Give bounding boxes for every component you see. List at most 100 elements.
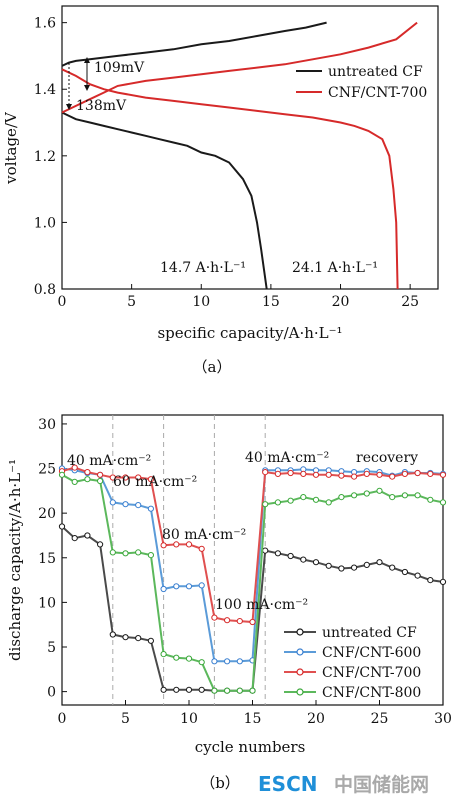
panel-a-x-axis-label: specific capacity/A·h·L⁻¹ [157,324,342,342]
annotation-capacity-cf: 14.7 A·h·L⁻¹ [160,260,246,276]
annotation-rate-100: 100 mA·cm⁻² [215,597,308,613]
y-tick-label: 0.8 [34,282,56,298]
series-cnf-cnt-600-point [211,658,218,665]
series-cnf-cnt-700-point [401,470,408,477]
series-cnf-cnt-600-point [224,658,231,665]
series-cnf-cnt-600-point [198,582,205,589]
series-cnf-cnt-700-point [439,471,447,478]
series-cnf-cnt-700-point [211,614,218,621]
panel-b-label: （b） [200,774,240,792]
series-cnf-cnt-700-point [287,469,294,477]
series-cnf-cnt-800-point [401,492,408,499]
series-cnf-cnt-600-point [122,501,129,508]
series-untreated-cf-point [262,547,269,554]
y-tick-label: 10 [38,595,56,611]
series-cnf-cnt-600-point [173,583,180,590]
series-cnf-cnt-700-point [274,470,281,477]
y-tick-label: 25 [38,462,56,478]
series-cnf-cnt-700-point [249,618,256,626]
series-cnf-cnt-700-point [84,469,91,476]
series-cnf-cnt-800-point [198,659,205,666]
series-untreated-cf-point [439,578,447,586]
series-untreated-cf-point [274,550,281,557]
legend-label-cnf-cnt-700: CNF/CNT-700 [322,665,421,681]
series-cnf-cnt-800-point [249,687,256,694]
series-cnf-cnt-700-point [71,464,78,471]
series-untreated-cf-point [376,559,383,566]
legend-label-untreated-cf: untreated CF [328,64,423,80]
series-cnf-cnt-700-point [338,472,345,479]
y-tick-label: 0 [47,685,56,701]
series-untreated-cf-point [325,562,332,569]
x-tick-label: 5 [121,711,130,727]
series-untreated-cf-point [338,565,345,572]
series-untreated-cf-point [173,686,180,693]
series-untreated-cf-point [351,564,358,571]
series-cnf-cnt-800-point [325,499,332,506]
legend-label-cnf-cnt-800: CNF/CNT-800 [322,685,421,701]
series-cnf-cnt-600-point [135,502,142,509]
series-cnf-cnt-700-point [198,545,205,552]
series-cnf-cnt-700-point [376,471,383,478]
series-untreated-cf-point [97,541,104,548]
x-tick-label: 15 [262,294,280,310]
series-untreated-cf-point [185,686,193,693]
arrowhead-down [84,85,90,91]
series-cnf-cnt-800-point [84,476,91,483]
series-cnf-cnt-700-point [109,474,116,481]
series-untreated-cf-point [389,564,396,571]
series-cnf-cnt-800-point [376,487,383,494]
series-cnf-cnt-800-point [109,549,116,556]
annotation-rate-40-recovery: 40 mA·cm⁻² [245,450,329,466]
series-cnf-cnt-700-point [427,470,434,477]
series-untreated-cf-point [414,572,421,579]
series-cnf-cnt-800-point [160,651,167,658]
x-tick-label: 20 [307,711,325,727]
x-tick-label: 0 [58,294,67,310]
series-cnf-cnt-800-point [262,501,269,508]
x-tick-label: 30 [434,711,452,727]
series-untreated-cf-point [198,686,205,693]
panel-a-plot-frame [61,5,439,290]
series-cnf-cnt-600-point [109,499,116,506]
y-tick-label: 5 [47,640,56,656]
series-cnf-cnt-800-point [351,492,358,499]
series-cnf-cnt-600-point [147,505,154,512]
series-cnf-cnt-700-point [312,471,320,478]
arrowhead-138 [66,104,72,110]
series-cnf-cnt-800-point [338,494,345,501]
series-cnf-cnt-700-point [262,469,269,476]
x-tick-label: 15 [244,711,262,727]
legend-marker-untreated-cf [296,628,304,636]
series-cnf-cnt-700-point [185,541,193,548]
y-tick-label: 1.6 [34,16,56,32]
annotation-rate-80: 80 mA·cm⁻² [162,527,246,543]
series-cnf-cnt-700-point [173,541,180,548]
x-tick-label: 0 [58,711,67,727]
watermark-text: 中国储能网 [334,773,429,796]
series-cnf-cnt-800-point [312,496,320,503]
series-cnf-cnt-600-point [160,585,167,593]
series-untreated-cf-discharge-curve [61,111,268,290]
series-cnf-cnt-700-charge-curve [61,21,418,114]
series-cnf-cnt-800-point [274,499,281,506]
series-cnf-cnt-800-point [300,494,307,501]
x-tick-label: 20 [332,294,350,310]
series-cnf-cnt-700-point [414,469,421,477]
panel-a-series [61,21,418,290]
series-cnf-cnt-700-point [224,617,231,624]
series-untreated-cf-point [401,568,408,576]
x-tick-label: 5 [127,294,136,310]
series-cnf-cnt-700-point [300,470,307,477]
series-cnf-cnt-700-point [122,474,129,481]
watermark-brand: ESCN [258,772,317,796]
series-cnf-cnt-700-point [160,542,167,549]
series-cnf-cnt-700-point [351,473,358,480]
series-cnf-cnt-800-point [147,552,154,559]
series-cnf-cnt-800-point [58,471,66,478]
series-cnf-cnt-800-point [173,654,180,661]
series-cnf-cnt-600-point [236,658,243,665]
series-cnf-cnt-800-point [122,550,129,557]
legend-marker-cnf-cnt-700 [296,668,304,676]
